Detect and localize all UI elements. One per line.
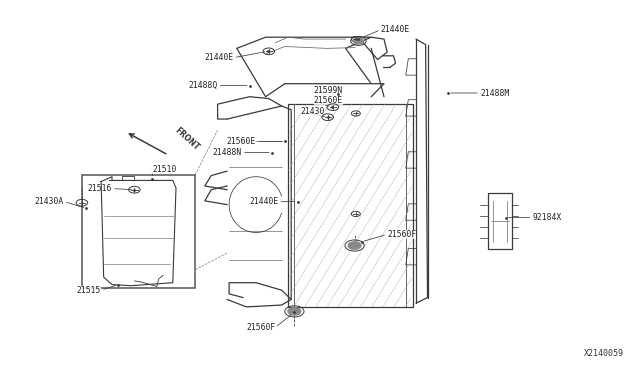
Circle shape (348, 242, 361, 249)
Text: 21430: 21430 (301, 107, 325, 116)
Circle shape (353, 38, 364, 44)
Text: X2140059: X2140059 (584, 349, 624, 358)
Bar (82, 175, 195, 288)
Text: 92184X: 92184X (532, 213, 562, 222)
Text: 21560E: 21560E (227, 137, 256, 146)
Text: FRONT: FRONT (173, 126, 201, 153)
Text: 21560E: 21560E (314, 96, 343, 105)
Text: 21599N: 21599N (314, 86, 343, 94)
Text: 21560F: 21560F (246, 323, 275, 332)
Text: 21430A: 21430A (35, 197, 64, 206)
Text: 21488M: 21488M (480, 89, 509, 97)
Text: 21516: 21516 (88, 184, 112, 193)
Text: 21488Q: 21488Q (188, 81, 218, 90)
Circle shape (288, 308, 301, 315)
Text: 21440E: 21440E (204, 53, 234, 62)
Text: 21440E: 21440E (381, 25, 410, 34)
Text: 21510: 21510 (152, 165, 177, 174)
Text: 21560F: 21560F (387, 230, 417, 239)
Text: 21440E: 21440E (249, 197, 278, 206)
Text: 21515: 21515 (77, 286, 101, 295)
Bar (288, 104, 413, 307)
Text: 21488N: 21488N (212, 148, 242, 157)
